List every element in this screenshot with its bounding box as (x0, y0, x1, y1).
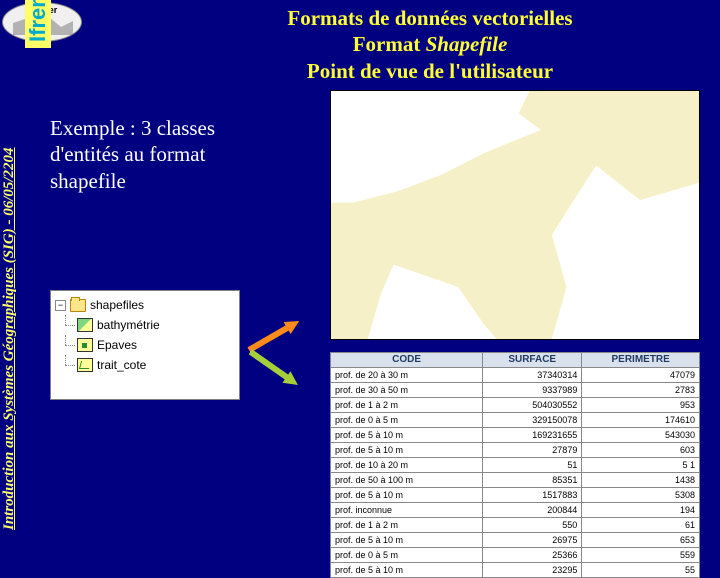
table-row: prof. de 5 à 10 m26975653 (331, 533, 700, 548)
cell-code: prof. de 5 à 10 m (331, 563, 483, 578)
cell-perimetre: 559 (582, 548, 700, 563)
sidebar-footer-text: Introduction aux Systèmes Géographiques … (1, 50, 18, 530)
cell-code: prof. de 50 à 100 m (331, 473, 483, 488)
cell-code: prof. de 10 à 20 m (331, 458, 483, 473)
cell-surface: 504030552 (483, 398, 582, 413)
cell-code: prof. de 0 à 5 m (331, 548, 483, 563)
cell-code: prof. de 1 à 2 m (331, 518, 483, 533)
layer-tree: − shapefiles bathymétrie Epaves trait_co… (50, 290, 240, 400)
cell-perimetre: 174610 (582, 413, 700, 428)
cell-surface: 23295 (483, 563, 582, 578)
heading-line3: Point de vue de l'utilisateur (160, 58, 700, 84)
table-row: prof. de 5 à 10 m2329555 (331, 563, 700, 578)
slide-heading: Formats de données vectorielles Format S… (160, 5, 700, 84)
tree-item[interactable]: Epaves (55, 335, 235, 355)
cell-surface: 25366 (483, 548, 582, 563)
table-row: prof. de 10 à 20 m515 1 (331, 458, 700, 473)
cell-surface: 27879 (483, 443, 582, 458)
cell-perimetre: 653 (582, 533, 700, 548)
col-surface: SURFACE (483, 353, 582, 368)
cell-perimetre: 543030 (582, 428, 700, 443)
table-row: prof. de 0 à 5 m25366559 (331, 548, 700, 563)
connector-arrows (245, 320, 325, 400)
col-code: CODE (331, 353, 483, 368)
table-row: prof. de 1 à 2 m504030552953 (331, 398, 700, 413)
cell-perimetre: 47079 (582, 368, 700, 383)
table-row: prof. de 5 à 10 m169231655543030 (331, 428, 700, 443)
cell-code: prof. de 30 à 50 m (331, 383, 483, 398)
cell-code: prof. de 5 à 10 m (331, 443, 483, 458)
tree-root[interactable]: − shapefiles (55, 295, 235, 315)
heading-line2: Format Shapefile (160, 31, 700, 57)
table-row: prof. de 1 à 2 m55061 (331, 518, 700, 533)
cell-code: prof. inconnue (331, 503, 483, 518)
cell-code: prof. de 5 à 10 m (331, 428, 483, 443)
cell-surface: 1517883 (483, 488, 582, 503)
point-layer-icon (77, 338, 93, 352)
cell-perimetre: 953 (582, 398, 700, 413)
map-preview (330, 90, 700, 340)
ifremer-vertical-label: Ifremer (25, 0, 51, 48)
cell-code: prof. de 5 à 10 m (331, 533, 483, 548)
arrow-to-table (246, 346, 303, 392)
collapse-icon[interactable]: − (55, 300, 66, 311)
example-text: Exemple : 3 classes d'entités au format … (50, 115, 250, 194)
cell-code: prof. de 20 à 30 m (331, 368, 483, 383)
table-row: prof. de 5 à 10 m27879603 (331, 443, 700, 458)
cell-perimetre: 55 (582, 563, 700, 578)
cell-surface: 9337989 (483, 383, 582, 398)
tree-item-label: trait_cote (97, 358, 146, 372)
table-row: prof. de 20 à 30 m3734031447079 (331, 368, 700, 383)
cell-perimetre: 5308 (582, 488, 700, 503)
cell-surface: 26975 (483, 533, 582, 548)
cell-surface: 51 (483, 458, 582, 473)
table-row: prof. de 5 à 10 m15178835308 (331, 488, 700, 503)
folder-icon (70, 299, 86, 312)
table-row: prof. de 30 à 50 m93379892783 (331, 383, 700, 398)
cell-perimetre: 61 (582, 518, 700, 533)
cell-code: prof. de 0 à 5 m (331, 413, 483, 428)
tree-root-label: shapefiles (90, 298, 144, 312)
cell-surface: 329150078 (483, 413, 582, 428)
cell-perimetre: 2783 (582, 383, 700, 398)
tree-item-label: bathymétrie (97, 318, 160, 332)
table-row: prof. de 0 à 5 m329150078174610 (331, 413, 700, 428)
cell-perimetre: 194 (582, 503, 700, 518)
cell-perimetre: 603 (582, 443, 700, 458)
cell-code: prof. de 5 à 10 m (331, 488, 483, 503)
heading-line1: Formats de données vectorielles (160, 5, 700, 31)
tree-item[interactable]: trait_cote (55, 355, 235, 375)
attribute-table: CODE SURFACE PERIMETRE prof. de 20 à 30 … (330, 352, 700, 578)
cell-code: prof. de 1 à 2 m (331, 398, 483, 413)
table-header-row: CODE SURFACE PERIMETRE (331, 353, 700, 368)
table-row: prof. inconnue200844194 (331, 503, 700, 518)
table-row: prof. de 50 à 100 m853511438 (331, 473, 700, 488)
cell-surface: 85351 (483, 473, 582, 488)
col-perimetre: PERIMETRE (582, 353, 700, 368)
tree-item-label: Epaves (97, 338, 137, 352)
line-layer-icon (77, 358, 93, 372)
cell-surface: 37340314 (483, 368, 582, 383)
polygon-layer-icon (77, 318, 93, 332)
cell-surface: 200844 (483, 503, 582, 518)
cell-surface: 550 (483, 518, 582, 533)
cell-perimetre: 5 1 (582, 458, 700, 473)
cell-perimetre: 1438 (582, 473, 700, 488)
tree-item[interactable]: bathymétrie (55, 315, 235, 335)
cell-surface: 169231655 (483, 428, 582, 443)
